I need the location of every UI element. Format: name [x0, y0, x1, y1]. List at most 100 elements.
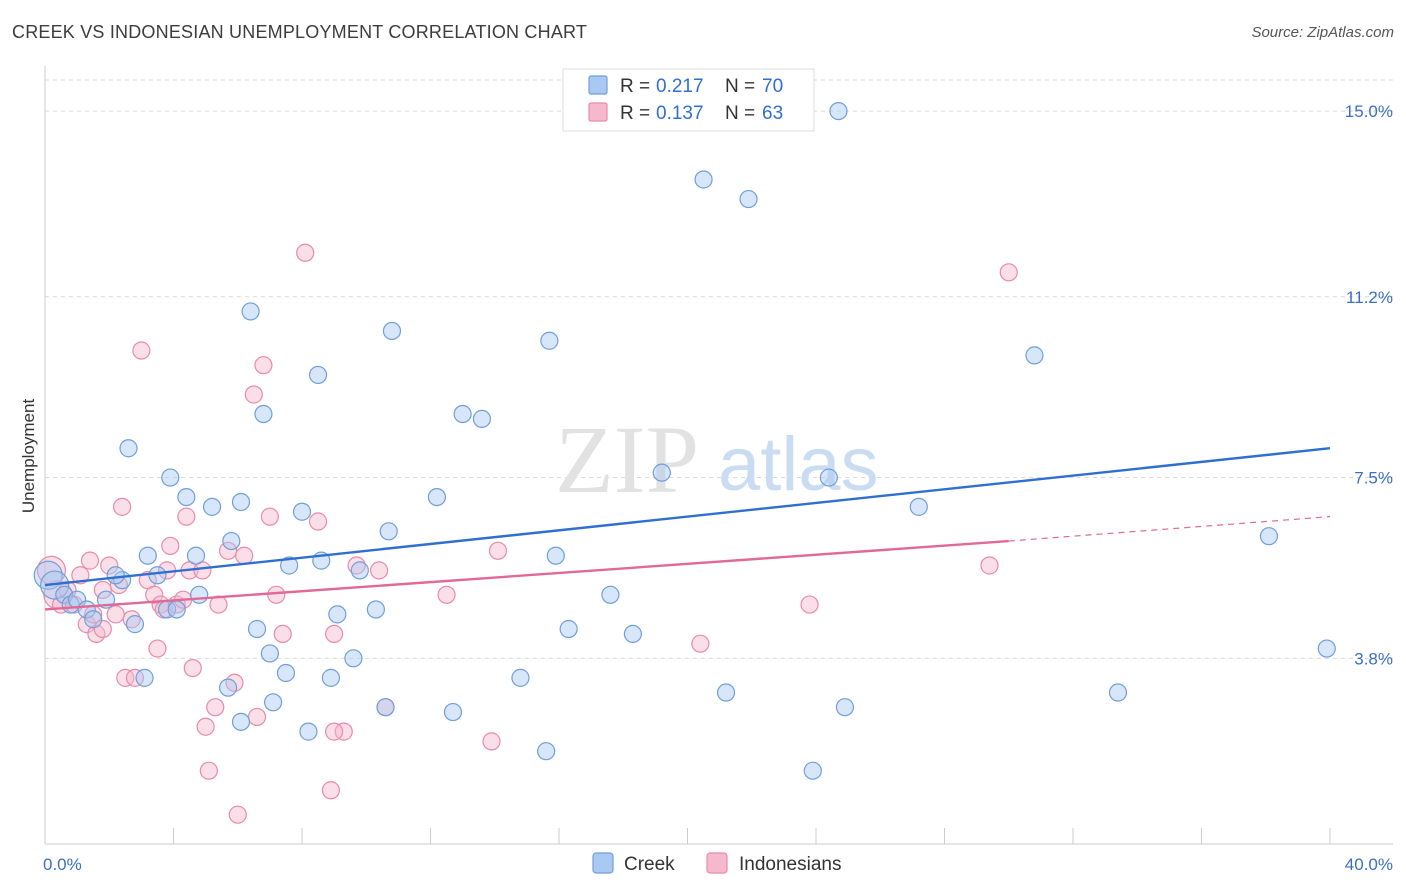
- creek-point-65: [1025, 346, 1044, 365]
- legend-creek-r-label: R =: [620, 76, 650, 97]
- creek-point-40: [350, 561, 369, 580]
- creek-point-45: [427, 487, 447, 507]
- indonesians-point-40: [235, 546, 254, 565]
- indonesians-point-41: [244, 385, 263, 404]
- indonesians-point-52: [347, 556, 366, 575]
- creek-point-47: [453, 404, 472, 424]
- indonesians-point-51: [334, 722, 353, 741]
- creek-point-21: [202, 497, 222, 516]
- legend-indonesians-n-value: 63: [762, 103, 783, 124]
- creek-point-42: [376, 698, 395, 717]
- creek-point-57: [652, 463, 671, 482]
- x-tick-label-0: 0.0%: [43, 855, 82, 874]
- y-tick-label-3: 15.0%: [1345, 102, 1393, 121]
- indonesians-point-43: [254, 356, 273, 375]
- indonesians-point-15: [112, 497, 132, 516]
- creek-point-34: [299, 722, 318, 741]
- grid-lines: [45, 79, 1393, 659]
- creek-point-54: [601, 585, 620, 604]
- series-legend: Creek Indonesians: [592, 852, 841, 875]
- creek-point-35: [308, 365, 328, 385]
- indonesians-point-34: [199, 761, 218, 780]
- indonesians-point-26: [161, 536, 180, 556]
- indonesians-point-48: [308, 512, 328, 531]
- stats-legend: R = 0.217 N = 70 R = 0.137 N = 63: [562, 68, 815, 132]
- indonesians-point-45: [267, 585, 286, 604]
- indonesians-point-42: [247, 707, 267, 727]
- creek-point-58: [694, 170, 713, 189]
- indonesians-point-10: [93, 619, 112, 639]
- legend-creek-n-value: 70: [762, 76, 783, 97]
- creek-point-46: [443, 702, 463, 722]
- indonesians-point-39: [228, 805, 247, 824]
- creek-point-56: [623, 624, 642, 643]
- bottom-legend-creek-label: Creek: [624, 854, 675, 875]
- creek-point-23: [222, 531, 241, 551]
- creek-point-48: [472, 409, 491, 429]
- creek-point-68: [1317, 639, 1336, 658]
- chart-title: CREEK VS INDONESIAN UNEMPLOYMENT CORRELA…: [12, 22, 588, 42]
- y-tick-labels: 3.8% 7.5% 11.2% 15.0%: [1345, 102, 1393, 668]
- creek-point-60: [739, 189, 758, 209]
- creek-point-62: [819, 468, 838, 487]
- creek-point-44: [382, 321, 402, 341]
- legend-creek-swatch: [588, 75, 608, 95]
- bottom-legend-indonesians-label: Indonesians: [739, 854, 841, 875]
- indonesians-point-7: [80, 551, 100, 570]
- creek-point-51: [540, 331, 559, 350]
- indonesians-point-46: [273, 624, 292, 643]
- creek-point-64: [909, 497, 928, 516]
- legend-indonesians-r-value: 0.137: [656, 103, 704, 124]
- indonesians-point-44: [260, 507, 279, 526]
- x-tick-label-1: 40.0%: [1345, 855, 1393, 874]
- bottom-legend-indonesians-swatch: [706, 852, 728, 874]
- creek-point-19: [186, 546, 206, 565]
- y-axis-label: Unemployment: [19, 399, 38, 514]
- creek-point-20: [190, 585, 209, 604]
- creek-point-18: [177, 487, 196, 507]
- creek-point-33: [292, 502, 312, 521]
- creek-point-12: [135, 668, 154, 687]
- indonesians-point-29: [177, 507, 196, 526]
- indonesians-point-35: [206, 698, 225, 717]
- creek-point-9: [125, 615, 145, 634]
- indonesians-point-61: [325, 722, 344, 741]
- creek-point-29: [260, 644, 279, 663]
- creek-point-11: [119, 439, 138, 458]
- indonesians-point-12: [100, 556, 119, 575]
- indonesians-point-21: [145, 585, 164, 604]
- creek-trend-line: [44, 447, 1331, 587]
- indonesians-point-49: [321, 781, 341, 800]
- indonesians-point-57: [691, 634, 710, 653]
- indonesians-point-18: [125, 668, 145, 687]
- indonesians-trend-line: [44, 539, 1009, 611]
- creek-point-38: [328, 605, 347, 624]
- legend-creek-n-label: N =: [725, 76, 755, 97]
- creek-point-43: [379, 522, 398, 541]
- indonesians-trend-extension: [1008, 516, 1331, 542]
- creek-point-39: [344, 649, 363, 668]
- indonesians-point-47: [296, 243, 315, 262]
- indonesians-point-56: [488, 541, 508, 560]
- creek-point-59: [716, 683, 736, 702]
- indonesians-point-16: [116, 668, 135, 687]
- creek-point-66: [1108, 683, 1128, 702]
- creek-point-49: [511, 668, 530, 687]
- creek-point-37: [321, 668, 341, 687]
- creek-point-53: [559, 619, 578, 639]
- indonesians-point-17: [122, 610, 141, 629]
- creek-point-32: [280, 556, 299, 575]
- creek-point-52: [546, 546, 565, 565]
- indonesians-point-60: [999, 263, 1018, 282]
- creek-point-30: [263, 693, 283, 712]
- indonesians-point-59: [980, 556, 999, 575]
- creek-point-13: [138, 546, 157, 565]
- creek-point-41: [366, 600, 385, 619]
- indonesians-point-19: [132, 341, 151, 360]
- indonesians-point-22: [148, 639, 167, 658]
- creek-point-14: [148, 566, 167, 585]
- indonesians-point-58: [800, 595, 819, 614]
- creek-point-16: [167, 600, 186, 619]
- legend-indonesians-swatch: [588, 102, 608, 122]
